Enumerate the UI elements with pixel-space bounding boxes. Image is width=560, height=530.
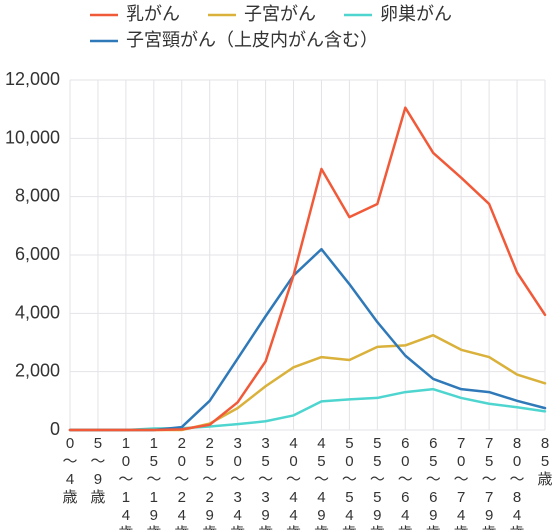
legend-label-ovary: 卵巣がん — [380, 4, 452, 24]
y-axis-tick-label: 8,000 — [15, 186, 60, 206]
legend-label-breast: 乳がん — [126, 4, 180, 24]
y-axis-tick-label: 4,000 — [15, 302, 60, 322]
cancer-incidence-line-chart: 02,0004,0006,0008,00010,00012,0000〜4歳5〜9… — [0, 0, 560, 530]
legend-label-uterus: 子宮がん — [244, 4, 316, 24]
y-axis-tick-label: 2,000 — [15, 361, 60, 381]
y-axis-tick-label: 0 — [50, 419, 60, 439]
y-axis-tick-label: 10,000 — [5, 127, 60, 147]
y-axis-tick-label: 6,000 — [15, 244, 60, 264]
legend-label-cervix: 子宮頸がん（上皮内がん含む） — [126, 30, 378, 50]
chart-svg: 02,0004,0006,0008,00010,00012,0000〜4歳5〜9… — [0, 0, 560, 530]
y-axis-tick-label: 12,000 — [5, 69, 60, 89]
